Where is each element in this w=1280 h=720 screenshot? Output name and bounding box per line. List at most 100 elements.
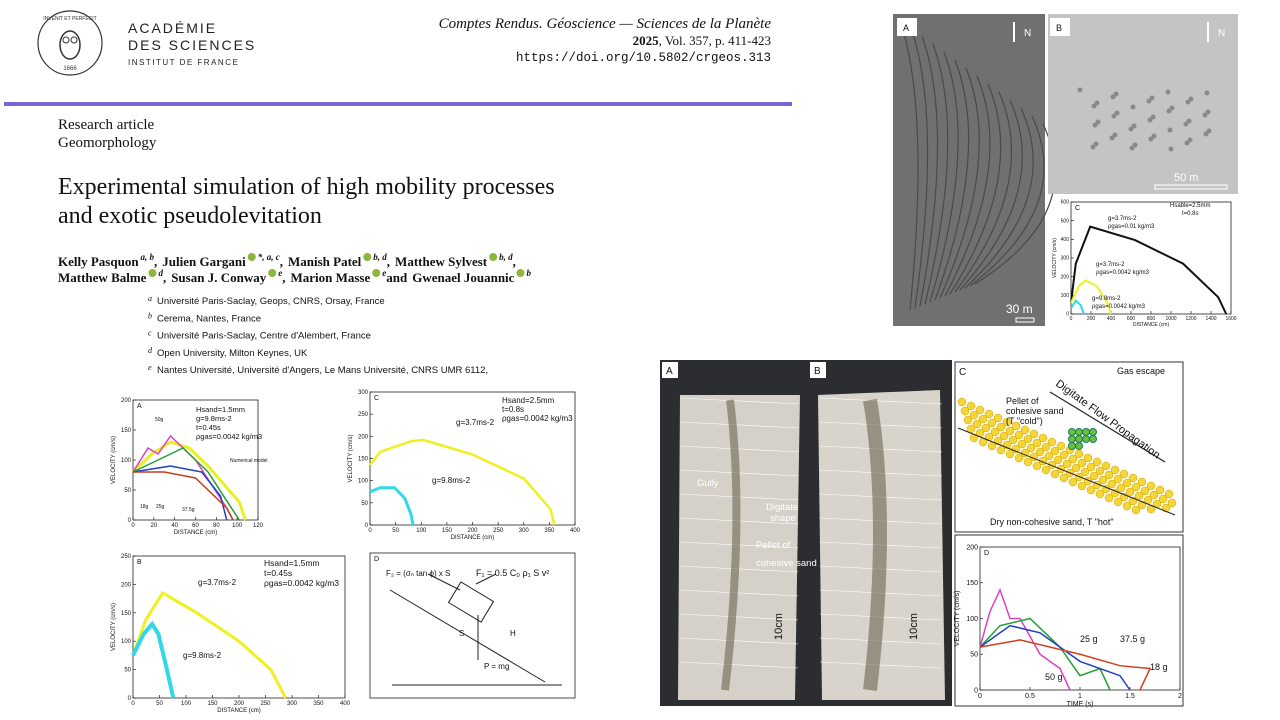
- y-tick-label: 100: [966, 616, 978, 623]
- orcid-icon[interactable]: [363, 253, 372, 261]
- sand-grain: [1113, 474, 1123, 484]
- sand-grain: [1077, 481, 1087, 491]
- journal-volume-text: , Vol. 357, p. 411-423: [659, 33, 771, 48]
- sand-grain: [1122, 501, 1132, 511]
- journal-volume: 2025, Vol. 357, p. 411-423: [633, 33, 771, 48]
- x-tick-label: 40: [171, 523, 178, 529]
- sand-grain: [1038, 433, 1048, 443]
- image-dot: [1185, 99, 1191, 105]
- logo-motto: INVENIT ET PERFECIT: [43, 16, 96, 22]
- scale-bar: [1015, 317, 1035, 323]
- sand-grain: [1155, 485, 1165, 495]
- param: ρgas=0.0042 kg/m3: [264, 578, 339, 588]
- sand-grain: [1071, 463, 1081, 473]
- orcid-icon[interactable]: [148, 269, 157, 277]
- sand-grain: [996, 445, 1006, 455]
- logo-eye: [62, 36, 70, 44]
- divider: [4, 102, 792, 106]
- x-tick-label: 80: [213, 523, 220, 529]
- x-tick-label: 1: [1078, 693, 1082, 700]
- pellet-grain: [1068, 435, 1076, 443]
- sand-grain: [1011, 444, 1021, 454]
- pellet-grain: [1089, 428, 1097, 436]
- panel-label: B: [814, 366, 821, 377]
- panel-label: A: [666, 366, 673, 377]
- image-dot: [1109, 135, 1115, 141]
- x-tick-label: 400: [1107, 316, 1116, 322]
- sand-grain: [1050, 469, 1060, 479]
- sand-grain: [1020, 425, 1030, 435]
- author-affil-sup: d: [158, 268, 163, 278]
- panel-label: B: [1056, 23, 1062, 33]
- x-tick-label: 0: [1070, 316, 1073, 322]
- sand-grain: [1068, 454, 1078, 464]
- org-name: ACADÉMIE: [128, 20, 217, 36]
- sand-grain: [987, 418, 997, 428]
- curve: [979, 587, 1071, 691]
- annotation: ρgas=0.0042 kg/m3: [1096, 270, 1150, 276]
- article-subject: Geomorphology: [58, 135, 157, 151]
- image-dot: [1147, 117, 1153, 123]
- photo-grid: [679, 421, 799, 429]
- orcid-icon[interactable]: [268, 269, 277, 277]
- annotation: 50 g: [1045, 672, 1063, 682]
- sand-grain: [978, 414, 988, 424]
- sand-grain: [975, 405, 985, 415]
- author-name: Julien Gargani: [162, 254, 246, 269]
- sand-grain: [1062, 459, 1072, 469]
- annotation: g=9.8ms-2: [183, 651, 222, 660]
- y-tick-label: 100: [1061, 293, 1070, 299]
- annotation: ρgas=0.01 kg/m3: [1108, 224, 1155, 230]
- param: t=0.8s: [502, 405, 524, 414]
- sand-grain: [1092, 457, 1102, 467]
- orcid-icon[interactable]: [247, 253, 256, 261]
- sand-grain: [1083, 453, 1093, 463]
- y-tick-label: 250: [358, 412, 369, 418]
- sand-grain: [1164, 489, 1174, 499]
- orcid-icon[interactable]: [516, 269, 525, 277]
- image-streak: [929, 51, 959, 303]
- annotation: P = mg: [484, 662, 509, 671]
- sand-grain: [1110, 465, 1120, 475]
- sand-grain: [1047, 437, 1057, 447]
- y-tick-label: 150: [966, 580, 978, 587]
- curve: [979, 639, 1152, 691]
- y-tick-label: 250: [121, 554, 132, 560]
- sand-grain: [1023, 457, 1033, 467]
- orcid-icon[interactable]: [489, 253, 498, 261]
- image-dot: [1111, 113, 1117, 119]
- x-tick-label: 350: [313, 701, 324, 707]
- author-name: Matthew Balme: [58, 270, 147, 285]
- doi[interactable]: https://doi.org/10.5802/crgeos.313: [516, 51, 771, 65]
- pellet-grain: [1068, 442, 1076, 450]
- y-tick-label: 100: [121, 639, 132, 645]
- panel-label: A: [137, 403, 142, 410]
- orcid-icon[interactable]: [372, 269, 381, 277]
- image-streak: [949, 83, 1002, 295]
- affil-letter: a: [148, 294, 152, 303]
- north-label: N: [1024, 28, 1031, 39]
- image: [1048, 14, 1238, 194]
- annotation: g=3.7ms-2: [1096, 262, 1125, 268]
- photo-grid: [679, 445, 799, 453]
- sand-grain: [1101, 461, 1111, 471]
- x-tick-label: 400: [340, 701, 351, 707]
- curve: [369, 486, 415, 526]
- sand-grain: [1059, 473, 1069, 483]
- sand-grain: [981, 423, 991, 433]
- sand-grain: [1032, 461, 1042, 471]
- pellet-grain: [1089, 435, 1097, 443]
- y-axis-label: VELOCITY (cm/s): [348, 435, 354, 483]
- curve: [1070, 225, 1228, 315]
- x-tick-label: 200: [467, 528, 478, 534]
- sand-grain: [999, 431, 1009, 441]
- author-separator: ,: [163, 270, 166, 285]
- image-dot: [1148, 136, 1154, 142]
- sand-grain: [1014, 430, 1024, 440]
- annotation: g=9.8ms-2: [1092, 296, 1121, 302]
- figures: [131, 14, 1238, 707]
- author-affil-sup: e: [382, 268, 386, 278]
- force-arrow: [475, 573, 497, 585]
- annotation: Gas escape: [1117, 366, 1165, 376]
- sand-grain: [1104, 470, 1114, 480]
